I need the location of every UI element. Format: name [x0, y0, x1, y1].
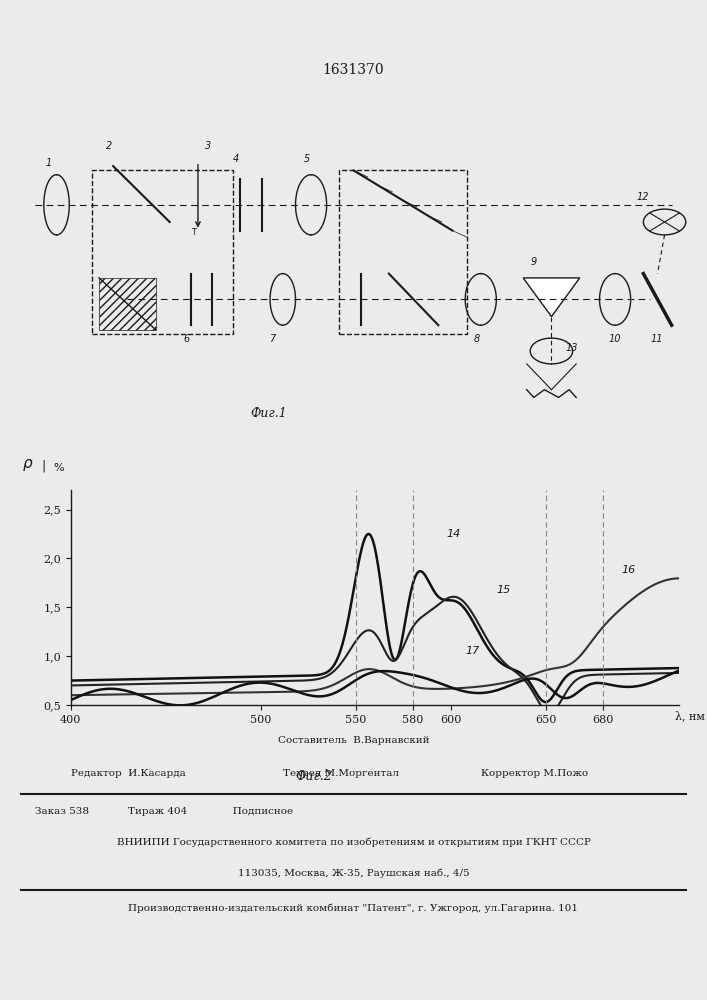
Text: 12: 12	[636, 192, 649, 202]
Text: Фиг.2: Фиг.2	[296, 770, 332, 782]
Text: 9: 9	[530, 257, 537, 267]
Text: 1: 1	[46, 158, 52, 168]
Text: 7: 7	[269, 334, 275, 344]
Text: 13: 13	[566, 343, 578, 353]
Text: Производственно-издательский комбинат "Патент", г. Ужгород, ул.Гагарина. 101: Производственно-издательский комбинат "П…	[129, 904, 578, 913]
Text: T: T	[191, 228, 196, 237]
Text: |: |	[41, 460, 45, 473]
Text: Заказ 538            Тираж 404              Подписное: Заказ 538 Тираж 404 Подписное	[35, 808, 293, 816]
Text: 15: 15	[496, 585, 510, 595]
Text: 5: 5	[304, 154, 310, 164]
Text: ВНИИПИ Государственного комитета по изобретениям и открытиям при ГКНТ СССР: ВНИИПИ Государственного комитета по изоб…	[117, 838, 590, 847]
Text: 8: 8	[474, 334, 480, 344]
Text: 2: 2	[106, 141, 112, 151]
Text: Корректор М.Пожо: Корректор М.Пожо	[481, 769, 588, 778]
Text: 113035, Москва, Ж-35, Раушская наб., 4/5: 113035, Москва, Ж-35, Раушская наб., 4/5	[238, 868, 469, 878]
Text: Техред М.Моргентал: Техред М.Моргентал	[283, 769, 399, 778]
Text: Составитель  В.Варнавский: Составитель В.Варнавский	[278, 736, 429, 745]
Text: 17: 17	[466, 646, 480, 656]
Bar	[92, 170, 233, 334]
Bar	[339, 170, 467, 334]
Text: 3: 3	[205, 141, 211, 151]
Text: 10: 10	[608, 334, 621, 344]
Text: 1631370: 1631370	[322, 63, 385, 77]
Polygon shape	[523, 278, 580, 317]
Text: 4: 4	[233, 154, 240, 164]
Text: Фиг.1: Фиг.1	[250, 407, 287, 420]
Text: $\rho$: $\rho$	[23, 457, 34, 473]
Text: 14: 14	[447, 529, 461, 539]
Text: 6: 6	[184, 334, 190, 344]
Text: λ, нм: λ, нм	[675, 711, 705, 722]
Text: 11: 11	[650, 334, 663, 344]
Text: Редактор  И.Касарда: Редактор И.Касарда	[71, 769, 185, 778]
Text: 16: 16	[621, 565, 636, 575]
Text: %: %	[53, 463, 64, 473]
